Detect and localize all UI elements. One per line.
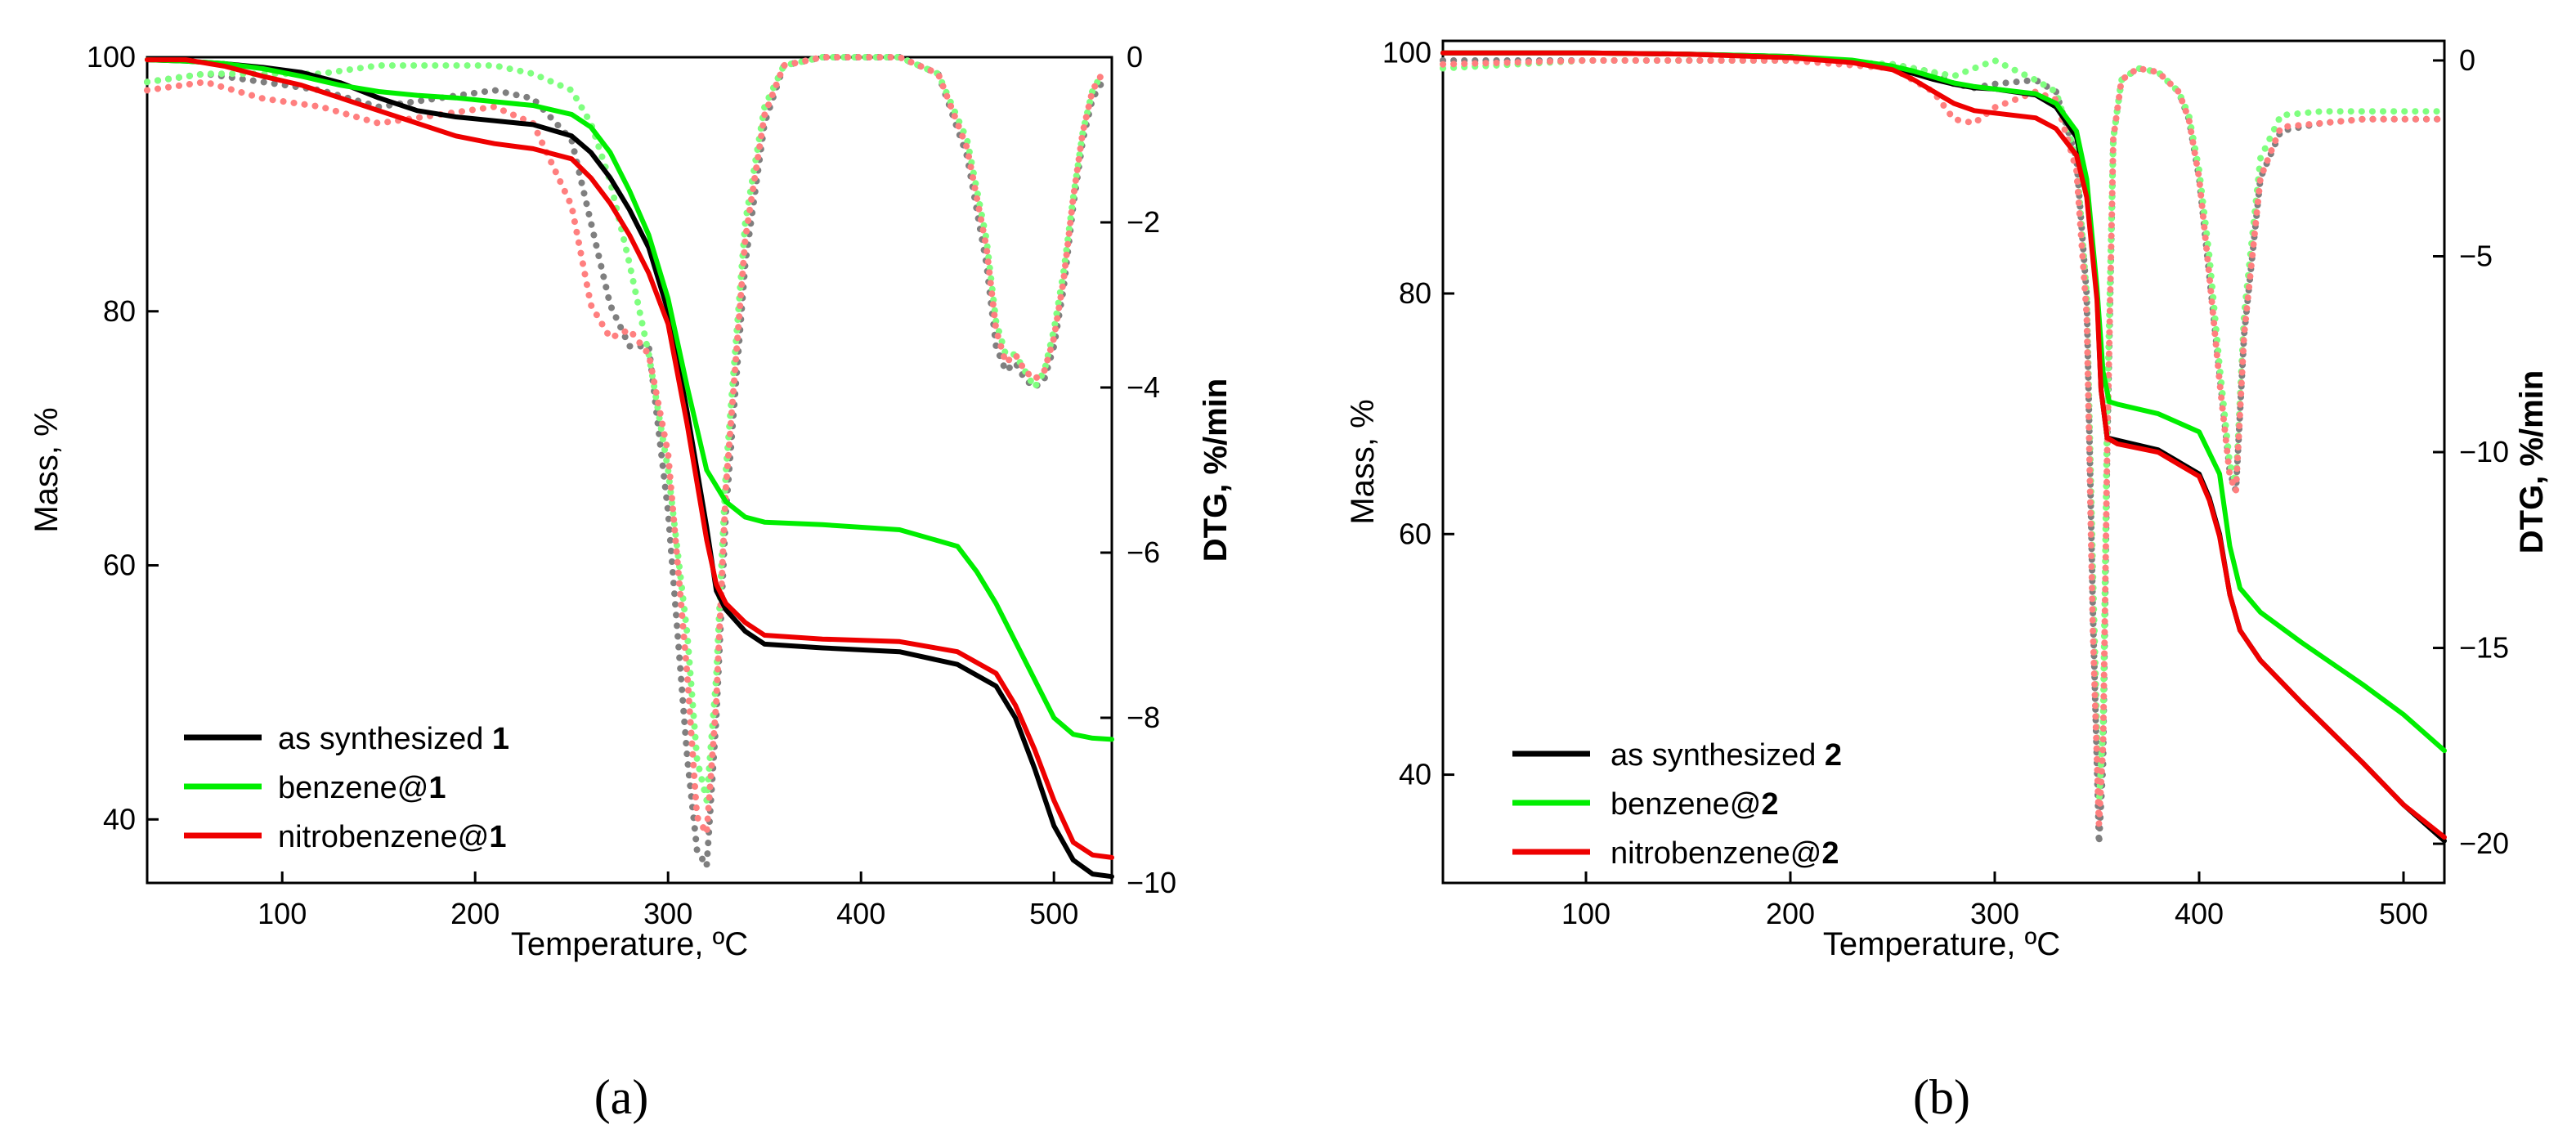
dtg-curves-b bbox=[1440, 57, 2448, 848]
mass-curve-b-1 bbox=[1440, 50, 2447, 754]
y2-tick-label-a-5: −10 bbox=[1127, 866, 1176, 899]
dtg-curves-a bbox=[144, 54, 1106, 870]
dtg-curve-b-3 bbox=[1440, 57, 2448, 848]
y-axis-label-a: Mass, % bbox=[29, 407, 65, 532]
x-tick-label-b-4: 500 bbox=[2379, 897, 2428, 930]
x-axis-label-b: Temperature, ºC bbox=[1823, 926, 2060, 962]
x-tick-label-a-3: 400 bbox=[836, 897, 885, 930]
y2-tick-label-b-1: −5 bbox=[2459, 239, 2493, 272]
axes-a: 100 200 300 400 500 40 60 80 100 0 −2 −4 −6 −8 −10 bbox=[87, 40, 1176, 930]
y-tick-label-a-2: 80 bbox=[103, 294, 136, 328]
dtg-curve-b-5 bbox=[1440, 57, 2448, 828]
mass-curve-b-0 bbox=[1440, 50, 2447, 844]
legend-label-a-0: as synthesized 1 bbox=[278, 722, 509, 756]
y2-axis-label-a: DTG, %/min bbox=[1198, 379, 1234, 562]
legend-label-a-2: nitrobenzene@1 bbox=[278, 820, 506, 854]
x-tick-label-a-0: 100 bbox=[258, 897, 307, 930]
y2-tick-label-a-3: −6 bbox=[1127, 535, 1160, 569]
legend-label-b-0: as synthesized 2 bbox=[1611, 738, 1842, 773]
y-tick-label-a-0: 40 bbox=[103, 802, 136, 836]
y2-axis-label-b: DTG, %/min bbox=[2514, 370, 2550, 553]
legend-label-a-1: benzene@1 bbox=[278, 771, 446, 805]
legend-b: as synthesized 2 benzene@2 nitrobenzene@… bbox=[1512, 738, 1842, 871]
y-axis-label-b: Mass, % bbox=[1345, 399, 1381, 524]
x-axis-label-a: Temperature, ºC bbox=[511, 926, 748, 962]
x-tick-label-a-2: 300 bbox=[643, 897, 692, 930]
y2-tick-label-b-3: −15 bbox=[2459, 631, 2509, 665]
x-tick-label-a-4: 500 bbox=[1029, 897, 1078, 930]
x-tick-label-b-2: 300 bbox=[1970, 897, 2019, 930]
mass-curves-b bbox=[1440, 50, 2447, 844]
y-tick-label-b-1: 60 bbox=[1399, 517, 1431, 550]
y-tick-label-a-1: 60 bbox=[103, 549, 136, 582]
axes-b: 100 200 300 400 500 40 60 80 100 0 −5 −10 −15 −20 bbox=[1382, 36, 2509, 930]
y2-tick-label-b-0: 0 bbox=[2459, 43, 2475, 77]
panel-b: 100 200 300 400 500 40 60 80 100 0 −5 −10 −15 −20 Tem… bbox=[1345, 36, 2550, 1124]
y2-tick-label-a-0: 0 bbox=[1127, 40, 1143, 74]
mass-curve-a-1 bbox=[145, 57, 1114, 742]
y-tick-label-a-3: 100 bbox=[87, 40, 136, 74]
y-tick-label-b-2: 80 bbox=[1399, 276, 1431, 310]
y2-tick-label-a-1: −2 bbox=[1127, 205, 1160, 239]
panel-a: 100 200 300 400 500 40 60 80 100 0 −2 −4 −6 −8 −10 Tem… bbox=[29, 40, 1234, 1124]
legend-a: as synthesized 1 benzene@1 nitrobenzene@… bbox=[184, 722, 509, 854]
panel-caption-a: (a) bbox=[594, 1070, 649, 1124]
mass-curve-a-2 bbox=[145, 57, 1114, 860]
plot-frame-a bbox=[146, 56, 1113, 885]
y-tick-label-b-0: 40 bbox=[1399, 758, 1431, 791]
dtg-curve-a-5 bbox=[144, 54, 1106, 837]
x-tick-label-b-3: 400 bbox=[2175, 897, 2224, 930]
x-tick-label-b-1: 200 bbox=[1766, 897, 1815, 930]
dtg-curve-a-3 bbox=[144, 54, 1106, 870]
y2-tick-label-a-2: −4 bbox=[1127, 370, 1160, 404]
plot-frame-b bbox=[1441, 39, 2446, 885]
y2-tick-label-b-2: −10 bbox=[2459, 435, 2509, 468]
y2-tick-label-b-4: −20 bbox=[2459, 827, 2509, 860]
mass-curve-b-2 bbox=[1440, 50, 2447, 840]
x-tick-label-a-1: 200 bbox=[450, 897, 500, 930]
panel-caption-b: (b) bbox=[1913, 1070, 1970, 1124]
legend-label-b-1: benzene@2 bbox=[1611, 787, 1779, 822]
y-tick-label-b-3: 100 bbox=[1382, 36, 1431, 69]
x-tick-label-b-0: 100 bbox=[1561, 897, 1611, 930]
y2-tick-label-a-4: −8 bbox=[1127, 701, 1160, 734]
legend-label-b-2: nitrobenzene@2 bbox=[1611, 836, 1839, 871]
mass-curves-a bbox=[145, 57, 1114, 880]
dtg-curve-a-4 bbox=[144, 54, 1106, 804]
